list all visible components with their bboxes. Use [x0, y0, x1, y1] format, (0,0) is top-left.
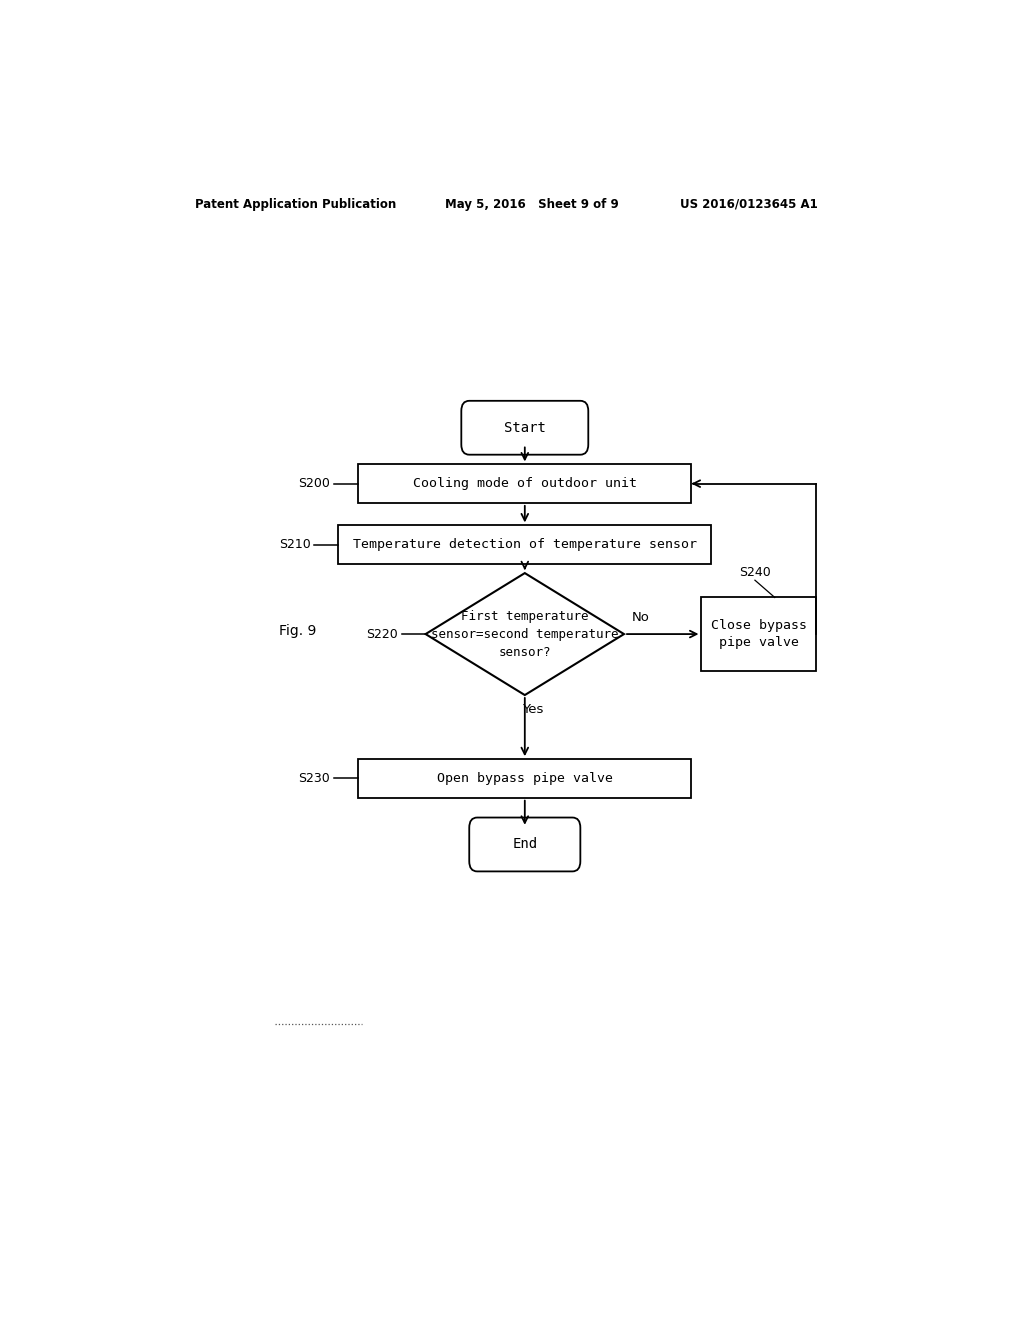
Text: End: End	[512, 837, 538, 851]
FancyBboxPatch shape	[338, 525, 712, 564]
Text: S240: S240	[739, 566, 771, 579]
Text: Temperature detection of temperature sensor: Temperature detection of temperature sen…	[353, 539, 696, 552]
Text: Fig. 9: Fig. 9	[279, 624, 316, 638]
FancyBboxPatch shape	[358, 759, 691, 797]
Text: Open bypass pipe valve: Open bypass pipe valve	[437, 772, 612, 785]
Text: S210: S210	[279, 539, 310, 552]
FancyBboxPatch shape	[469, 817, 581, 871]
Text: Cooling mode of outdoor unit: Cooling mode of outdoor unit	[413, 477, 637, 490]
FancyBboxPatch shape	[358, 465, 691, 503]
Text: Yes: Yes	[522, 704, 544, 717]
Text: S220: S220	[366, 627, 397, 640]
Polygon shape	[426, 573, 624, 696]
FancyBboxPatch shape	[701, 598, 816, 671]
Text: US 2016/0123645 A1: US 2016/0123645 A1	[680, 198, 817, 211]
Text: May 5, 2016   Sheet 9 of 9: May 5, 2016 Sheet 9 of 9	[445, 198, 620, 211]
Text: No: No	[632, 611, 650, 624]
Text: S200: S200	[298, 477, 331, 490]
FancyBboxPatch shape	[461, 401, 588, 454]
Text: Close bypass
pipe valve: Close bypass pipe valve	[711, 619, 807, 649]
Text: First temperature
sensor=second temperature
sensor?: First temperature sensor=second temperat…	[431, 610, 618, 659]
Text: Patent Application Publication: Patent Application Publication	[196, 198, 396, 211]
Text: Start: Start	[504, 421, 546, 434]
Text: S230: S230	[299, 772, 331, 785]
